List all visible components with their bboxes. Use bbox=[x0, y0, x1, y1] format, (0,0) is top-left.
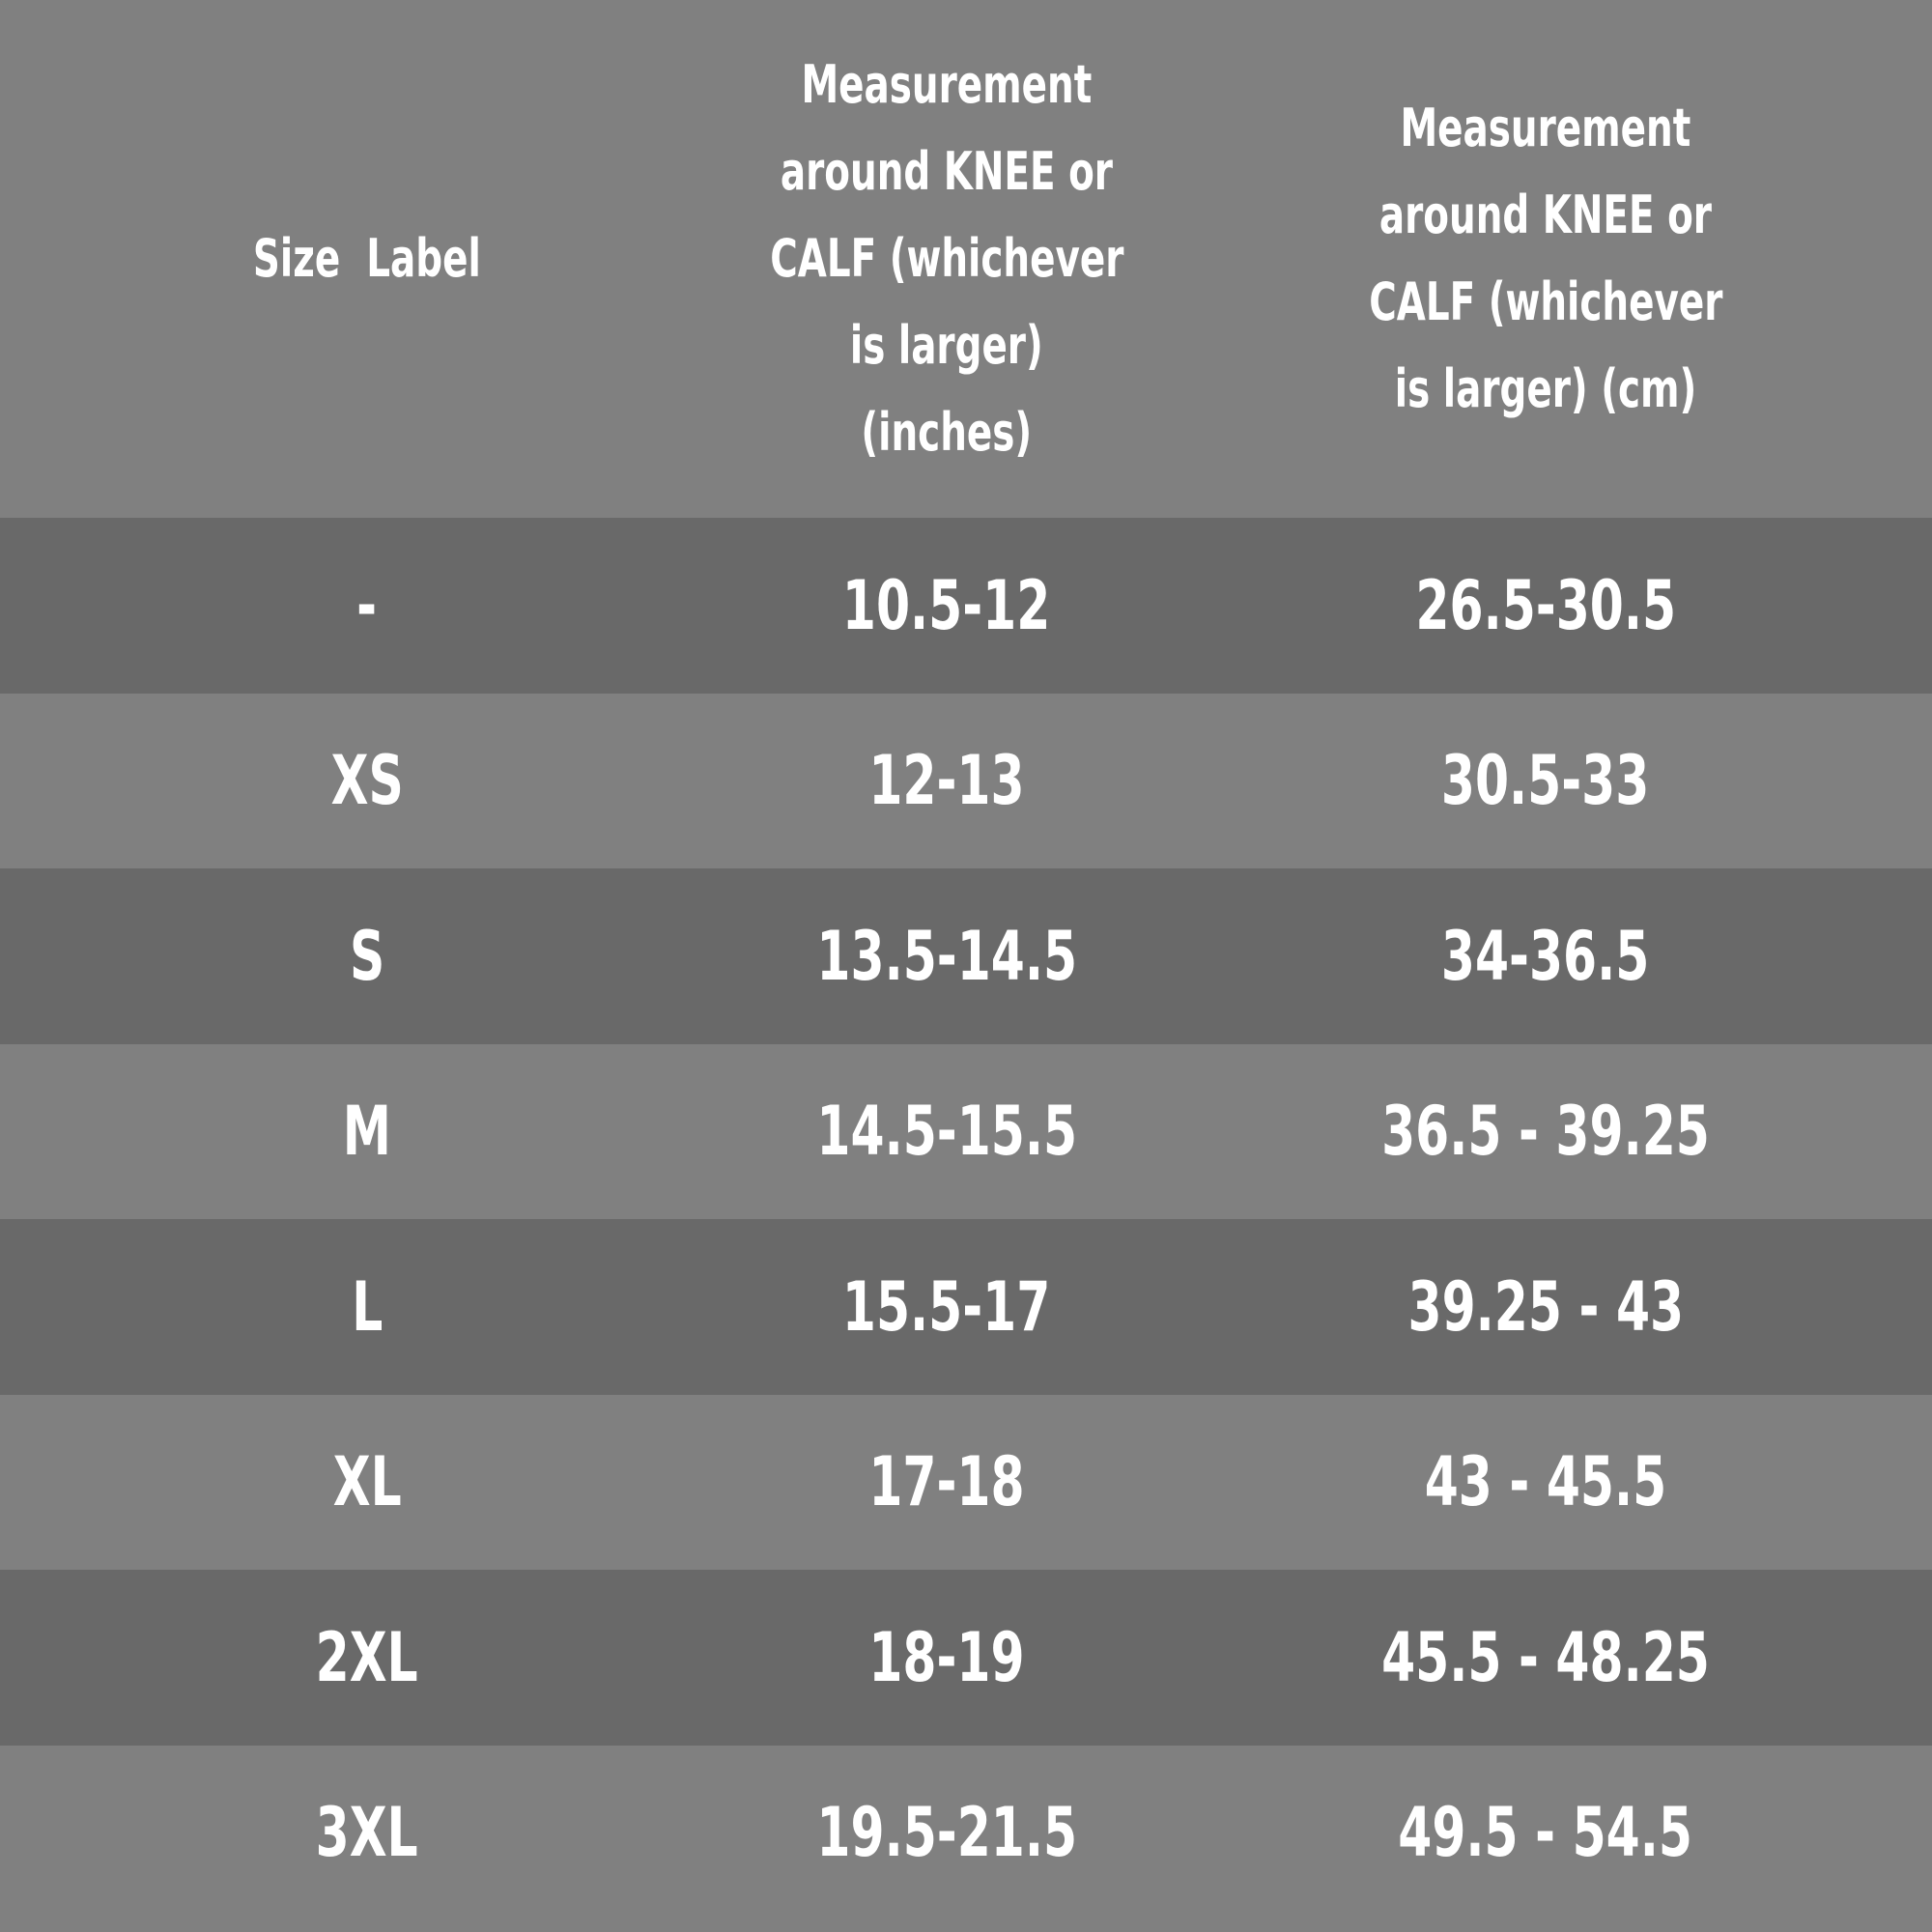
header-line: (inches) bbox=[861, 402, 1033, 463]
cell-text: 36.5 - 39.25 bbox=[1381, 1092, 1710, 1172]
table-cell: 17-18 bbox=[580, 1395, 1314, 1571]
table-cell: 30.5-33 bbox=[1179, 694, 1913, 869]
table-cell: - bbox=[0, 518, 734, 694]
header-line: CALF (whichever bbox=[1368, 271, 1723, 332]
cell-text: 26.5-30.5 bbox=[1415, 565, 1676, 645]
table-cell: S bbox=[0, 868, 734, 1044]
cell-text: 3XL bbox=[315, 1793, 419, 1873]
cell-text: 34-36.5 bbox=[1441, 916, 1650, 996]
table-cell: 34-36.5 bbox=[1179, 868, 1913, 1044]
table-row: S 13.5-14.5 34-36.5 bbox=[0, 868, 1932, 1044]
header-cell: Size Label bbox=[0, 0, 734, 518]
table-cell: 12-13 bbox=[580, 694, 1314, 869]
table-cell: XL bbox=[0, 1395, 734, 1571]
table-cell: 43 - 45.5 bbox=[1179, 1395, 1913, 1571]
table-cell: 49.5 - 54.5 bbox=[1179, 1746, 1913, 1921]
header-line: Measurement bbox=[1400, 98, 1691, 158]
header-cell: Measurement around KNEE or CALF (whichever… bbox=[1179, 0, 1913, 518]
header-line: Measurement bbox=[801, 54, 1093, 115]
header-line: around KNEE or bbox=[1378, 185, 1713, 245]
table-cell: 18-19 bbox=[580, 1570, 1314, 1746]
table-row: XL 17-18 43 - 45.5 bbox=[0, 1394, 1932, 1571]
cell-text: 17-18 bbox=[868, 1442, 1025, 1522]
cell-text: - bbox=[356, 565, 378, 645]
table-cell: 13.5-14.5 bbox=[580, 868, 1314, 1044]
table-row: 2XL 18-19 45.5 - 48.25 bbox=[0, 1570, 1932, 1746]
cell-text: 30.5-33 bbox=[1441, 741, 1650, 821]
table-cell: 19.5-21.5 bbox=[580, 1746, 1314, 1921]
cell-text: L bbox=[351, 1266, 384, 1347]
cell-text: M bbox=[342, 1092, 392, 1172]
table-row: M 14.5-15.5 36.5 - 39.25 bbox=[0, 1043, 1932, 1220]
table-row: - 10.5-12 26.5-30.5 bbox=[0, 518, 1932, 694]
table-cell: M bbox=[0, 1044, 734, 1220]
table-cell: L bbox=[0, 1219, 734, 1395]
table-row: L 15.5-17 39.25 - 43 bbox=[0, 1219, 1932, 1395]
cell-text: XL bbox=[332, 1442, 402, 1522]
table-cell: 15.5-17 bbox=[580, 1219, 1314, 1395]
table-row: XS 12-13 30.5-33 bbox=[0, 693, 1932, 869]
table-cell: 2XL bbox=[0, 1570, 734, 1746]
header-row: Size Label Measurement around KNEE or CALF … bbox=[0, 0, 1932, 518]
table-cell: 14.5-15.5 bbox=[580, 1044, 1314, 1220]
cell-text: 2XL bbox=[315, 1617, 419, 1697]
cell-text: 10.5-12 bbox=[842, 565, 1051, 645]
cell-text: 14.5-15.5 bbox=[816, 1092, 1077, 1172]
header-cell: Measurement around KNEE or CALF (whichever… bbox=[580, 0, 1314, 518]
cell-text: S bbox=[349, 916, 385, 996]
cell-text: 45.5 - 48.25 bbox=[1381, 1617, 1710, 1697]
cell-text: 19.5-21.5 bbox=[816, 1793, 1077, 1873]
cell-text: 49.5 - 54.5 bbox=[1398, 1793, 1693, 1873]
header-line: is larger) bbox=[850, 315, 1043, 376]
header-line: is larger) (cm) bbox=[1394, 358, 1697, 419]
table-cell: XS bbox=[0, 694, 734, 869]
cell-text: 12-13 bbox=[868, 741, 1025, 821]
header-line: Size Label bbox=[253, 228, 481, 289]
table-row: 3XL 19.5-21.5 49.5 - 54.5 bbox=[0, 1745, 1932, 1921]
header-line: CALF (whichever bbox=[769, 228, 1124, 289]
cell-text: 43 - 45.5 bbox=[1424, 1442, 1667, 1522]
cell-text: 18-19 bbox=[868, 1617, 1025, 1697]
header-line: around KNEE or bbox=[780, 141, 1114, 202]
table-cell: 39.25 - 43 bbox=[1179, 1219, 1913, 1395]
table-cell: 36.5 - 39.25 bbox=[1179, 1044, 1913, 1220]
table-cell: 3XL bbox=[0, 1746, 734, 1921]
table-cell: 26.5-30.5 bbox=[1179, 518, 1913, 694]
cell-text: XS bbox=[330, 741, 404, 821]
cell-text: 15.5-17 bbox=[842, 1266, 1051, 1347]
cell-text: 13.5-14.5 bbox=[816, 916, 1077, 996]
table-cell: 45.5 - 48.25 bbox=[1179, 1570, 1913, 1746]
cell-text: 39.25 - 43 bbox=[1407, 1266, 1684, 1347]
table-cell: 10.5-12 bbox=[580, 518, 1314, 694]
